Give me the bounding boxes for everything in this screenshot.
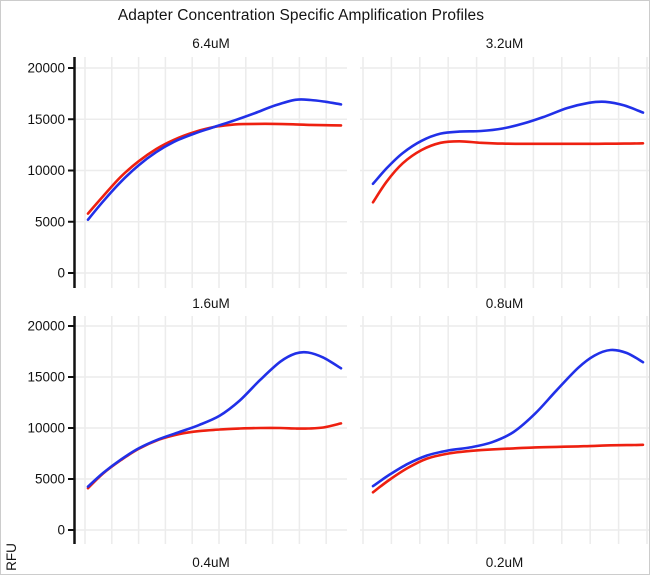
amplification-curve-red (371, 443, 645, 494)
amplification-curve-blue (371, 100, 645, 186)
y-tick-label: 15000 (27, 112, 65, 127)
facet-title: 6.4uM (192, 36, 230, 51)
y-tick-label: 5000 (35, 214, 65, 229)
amplification-curve-red (371, 140, 645, 204)
facet-title: 1.6uM (192, 296, 230, 311)
facet-title: 0.8uM (485, 296, 524, 311)
amplification-curve-blue (86, 350, 343, 488)
y-tick-label: 20000 (27, 61, 65, 76)
y-tick-label: 0 (57, 266, 65, 281)
amplification-curve-red (86, 122, 343, 215)
y-tick-label: 5000 (35, 472, 65, 487)
y-tick-label: 0 (57, 523, 65, 538)
y-tick-label: 10000 (27, 163, 65, 178)
amplification-curve-blue (371, 348, 645, 488)
y-tick-label: 15000 (27, 370, 65, 385)
y-tick-label: 20000 (27, 319, 65, 334)
y-tick-label: 10000 (27, 421, 65, 436)
facet-title: 0.4uM (192, 555, 230, 570)
facet-title: 3.2uM (485, 36, 524, 51)
facet-title: 0.2uM (485, 555, 524, 570)
amplification-curve-blue (86, 98, 343, 221)
chart-title: Adapter Concentration Specific Amplifica… (117, 7, 485, 24)
